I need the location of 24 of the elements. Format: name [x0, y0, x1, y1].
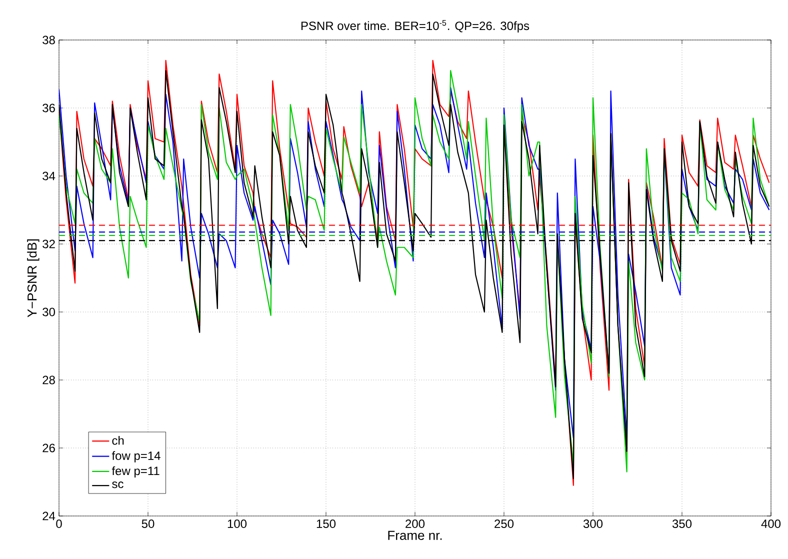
x-tick-label: 250 — [494, 520, 514, 528]
chart-title: PSNR over time. BER=10$^{-5}$. QP=26. 30fps — [301, 20, 530, 32]
y-tick-label: 24 — [42, 512, 56, 520]
x-tick-label: 50 — [142, 520, 154, 528]
y-tick-label: 28 — [42, 376, 55, 384]
x-tick-label: 300 — [583, 520, 603, 528]
x-tick-label: 350 — [672, 520, 692, 528]
y-axis-title: Y−PSNR [dB] — [27, 239, 40, 318]
y-tick-label: 34 — [42, 172, 56, 180]
y-tick-label: 38 — [42, 36, 55, 44]
y-tick-label: 32 — [42, 240, 55, 248]
x-tick-label: 400 — [761, 520, 781, 528]
legend-label: sc — [112, 482, 124, 488]
y-tick-label: 36 — [42, 104, 55, 112]
x-tick-label: 0 — [56, 520, 62, 528]
x-axis-title: Frame nr. — [388, 530, 442, 540]
legend-label: few p=11 — [112, 466, 160, 478]
y-tick-label: 30 — [42, 308, 56, 316]
legend-label: fow p=14 — [112, 451, 160, 462]
x-tick-label: 100 — [228, 520, 247, 528]
x-tick-label: 150 — [316, 520, 336, 528]
legend-label: ch — [112, 436, 124, 445]
x-tick-label: 200 — [406, 520, 425, 528]
y-tick-label: 26 — [42, 444, 55, 452]
